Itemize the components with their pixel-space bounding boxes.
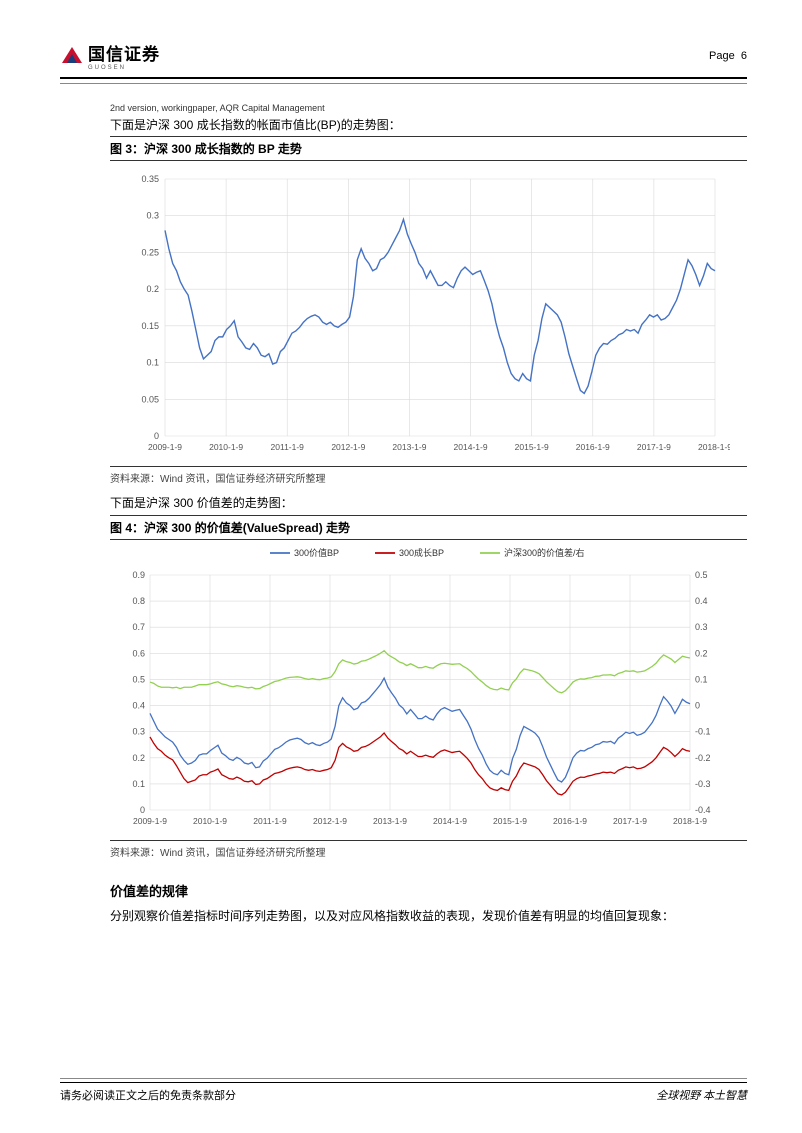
svg-text:0.25: 0.25: [141, 248, 159, 258]
svg-text:2009-1-9: 2009-1-9: [133, 816, 167, 826]
page-number: Page 6: [709, 50, 747, 62]
logo-text: 国信证券: [88, 40, 160, 65]
svg-text:0.3: 0.3: [146, 211, 159, 221]
svg-text:0.9: 0.9: [132, 570, 145, 580]
svg-text:-0.3: -0.3: [695, 779, 711, 789]
svg-text:2014-1-9: 2014-1-9: [433, 816, 467, 826]
svg-text:2014-1-9: 2014-1-9: [454, 442, 488, 452]
svg-text:-0.4: -0.4: [695, 805, 711, 815]
svg-text:300成长BP: 300成长BP: [399, 547, 444, 558]
svg-text:2017-1-9: 2017-1-9: [613, 816, 647, 826]
svg-text:2018-1-9: 2018-1-9: [673, 816, 707, 826]
section-body: 分别观察价值差指标时间序列走势图，以及对应风格指数收益的表现，发现价值差有明显的…: [110, 906, 747, 926]
chart4: 0 0.1 0.2 0.3 0.4 0.5 0.6 0.7 0.8 0.9 -0.4 -0.3 -0.2…: [110, 540, 747, 840]
section-heading: 价值差的规律: [110, 881, 747, 900]
svg-text:2018-1-9: 2018-1-9: [698, 442, 730, 452]
svg-text:0.8: 0.8: [132, 596, 145, 606]
header-rule-thin: [60, 83, 747, 84]
svg-text:2016-1-9: 2016-1-9: [576, 442, 610, 452]
svg-text:0.4: 0.4: [132, 700, 145, 710]
svg-text:0.05: 0.05: [141, 395, 159, 405]
logo-icon: [60, 45, 84, 67]
svg-text:2010-1-9: 2010-1-9: [193, 816, 227, 826]
svg-text:0.2: 0.2: [695, 648, 708, 658]
svg-text:2015-1-9: 2015-1-9: [515, 442, 549, 452]
svg-text:2009-1-9: 2009-1-9: [148, 442, 182, 452]
svg-text:2011-1-9: 2011-1-9: [253, 816, 287, 826]
svg-text:2013-1-9: 2013-1-9: [373, 816, 407, 826]
citation-line: 2nd version, workingpaper, AQR Capital M…: [110, 103, 747, 113]
logo-sub: GUOSEN: [88, 65, 160, 71]
svg-text:沪深300的价值差/右: 沪深300的价值差/右: [504, 547, 585, 558]
svg-text:0.2: 0.2: [146, 285, 159, 295]
svg-text:2017-1-9: 2017-1-9: [637, 442, 671, 452]
svg-text:0.5: 0.5: [695, 570, 708, 580]
svg-text:0.15: 0.15: [141, 321, 159, 331]
svg-text:0: 0: [140, 805, 145, 815]
fig3-source: 资料来源：Wind 资讯，国信证券经济研究所整理: [110, 466, 747, 493]
svg-text:2013-1-9: 2013-1-9: [392, 442, 426, 452]
svg-text:0.1: 0.1: [695, 674, 708, 684]
chart3: 0 0.05 0.1 0.15 0.2 0.25 0.3 0.35 2009-1-9 2010-1…: [110, 161, 747, 466]
content: 2nd version, workingpaper, AQR Capital M…: [60, 103, 747, 926]
svg-text:-0.2: -0.2: [695, 753, 711, 763]
header-rule-thick: [60, 77, 747, 79]
svg-text:2016-1-9: 2016-1-9: [553, 816, 587, 826]
svg-text:0.7: 0.7: [132, 622, 145, 632]
svg-text:300价值BP: 300价值BP: [294, 547, 339, 558]
svg-text:0.1: 0.1: [146, 358, 159, 368]
intro-text-2: 下面是沪深 300 价值差的走势图：: [110, 493, 747, 513]
svg-text:2010-1-9: 2010-1-9: [209, 442, 243, 452]
svg-text:2011-1-9: 2011-1-9: [271, 442, 305, 452]
fig3-title: 图 3：沪深 300 成长指数的 BP 走势: [110, 136, 747, 161]
svg-text:0.6: 0.6: [132, 648, 145, 658]
svg-text:2012-1-9: 2012-1-9: [331, 442, 365, 452]
page-header: 国信证券 GUOSEN Page 6: [60, 40, 747, 71]
svg-text:0.4: 0.4: [695, 596, 708, 606]
svg-text:0: 0: [695, 700, 700, 710]
svg-text:0.2: 0.2: [132, 753, 145, 763]
svg-text:2015-1-9: 2015-1-9: [493, 816, 527, 826]
intro-text-1: 下面是沪深 300 成长指数的帐面市值比(BP)的走势图：: [110, 115, 747, 135]
svg-text:0.1: 0.1: [132, 779, 145, 789]
fig4-title: 图 4：沪深 300 的价值差(ValueSpread) 走势: [110, 515, 747, 540]
logo: 国信证券 GUOSEN: [60, 40, 160, 71]
footer: 请务必阅读正文之后的免责条款部分 全球视野 本土智慧: [60, 1078, 747, 1103]
svg-text:-0.1: -0.1: [695, 726, 711, 736]
svg-text:0.3: 0.3: [132, 726, 145, 736]
footer-left: 请务必阅读正文之后的免责条款部分: [60, 1087, 236, 1103]
svg-text:0.3: 0.3: [695, 622, 708, 632]
svg-text:2012-1-9: 2012-1-9: [313, 816, 347, 826]
svg-text:0.5: 0.5: [132, 674, 145, 684]
svg-text:0: 0: [154, 431, 159, 441]
fig4-source: 资料来源：Wind 资讯，国信证券经济研究所整理: [110, 840, 747, 867]
footer-right: 全球视野 本土智慧: [656, 1087, 747, 1103]
svg-text:0.35: 0.35: [141, 174, 159, 184]
